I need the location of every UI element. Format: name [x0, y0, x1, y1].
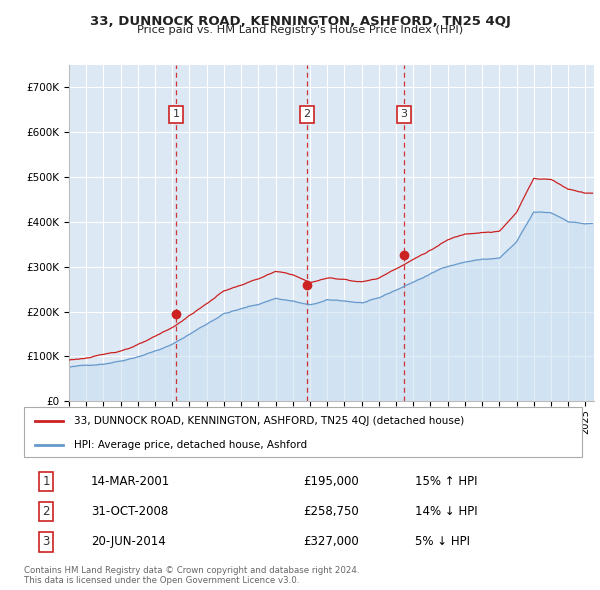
- Text: 14-MAR-2001: 14-MAR-2001: [91, 475, 170, 488]
- Text: 31-OCT-2008: 31-OCT-2008: [91, 505, 168, 518]
- Text: £258,750: £258,750: [303, 505, 359, 518]
- Text: 3: 3: [43, 535, 50, 548]
- Text: 3: 3: [401, 109, 407, 119]
- FancyBboxPatch shape: [24, 407, 582, 457]
- Text: 15% ↑ HPI: 15% ↑ HPI: [415, 475, 477, 488]
- Text: £195,000: £195,000: [303, 475, 359, 488]
- Text: HPI: Average price, detached house, Ashford: HPI: Average price, detached house, Ashf…: [74, 440, 307, 450]
- Text: 33, DUNNOCK ROAD, KENNINGTON, ASHFORD, TN25 4QJ (detached house): 33, DUNNOCK ROAD, KENNINGTON, ASHFORD, T…: [74, 416, 464, 426]
- Text: 1: 1: [43, 475, 50, 488]
- Text: 1: 1: [172, 109, 179, 119]
- Text: 2: 2: [43, 505, 50, 518]
- Text: 2: 2: [304, 109, 311, 119]
- Text: 5% ↓ HPI: 5% ↓ HPI: [415, 535, 470, 548]
- Text: Price paid vs. HM Land Registry's House Price Index (HPI): Price paid vs. HM Land Registry's House …: [137, 25, 463, 35]
- Text: 33, DUNNOCK ROAD, KENNINGTON, ASHFORD, TN25 4QJ: 33, DUNNOCK ROAD, KENNINGTON, ASHFORD, T…: [89, 15, 511, 28]
- Text: £327,000: £327,000: [303, 535, 359, 548]
- Text: Contains HM Land Registry data © Crown copyright and database right 2024.
This d: Contains HM Land Registry data © Crown c…: [24, 566, 359, 585]
- Text: 14% ↓ HPI: 14% ↓ HPI: [415, 505, 477, 518]
- Text: 20-JUN-2014: 20-JUN-2014: [91, 535, 166, 548]
